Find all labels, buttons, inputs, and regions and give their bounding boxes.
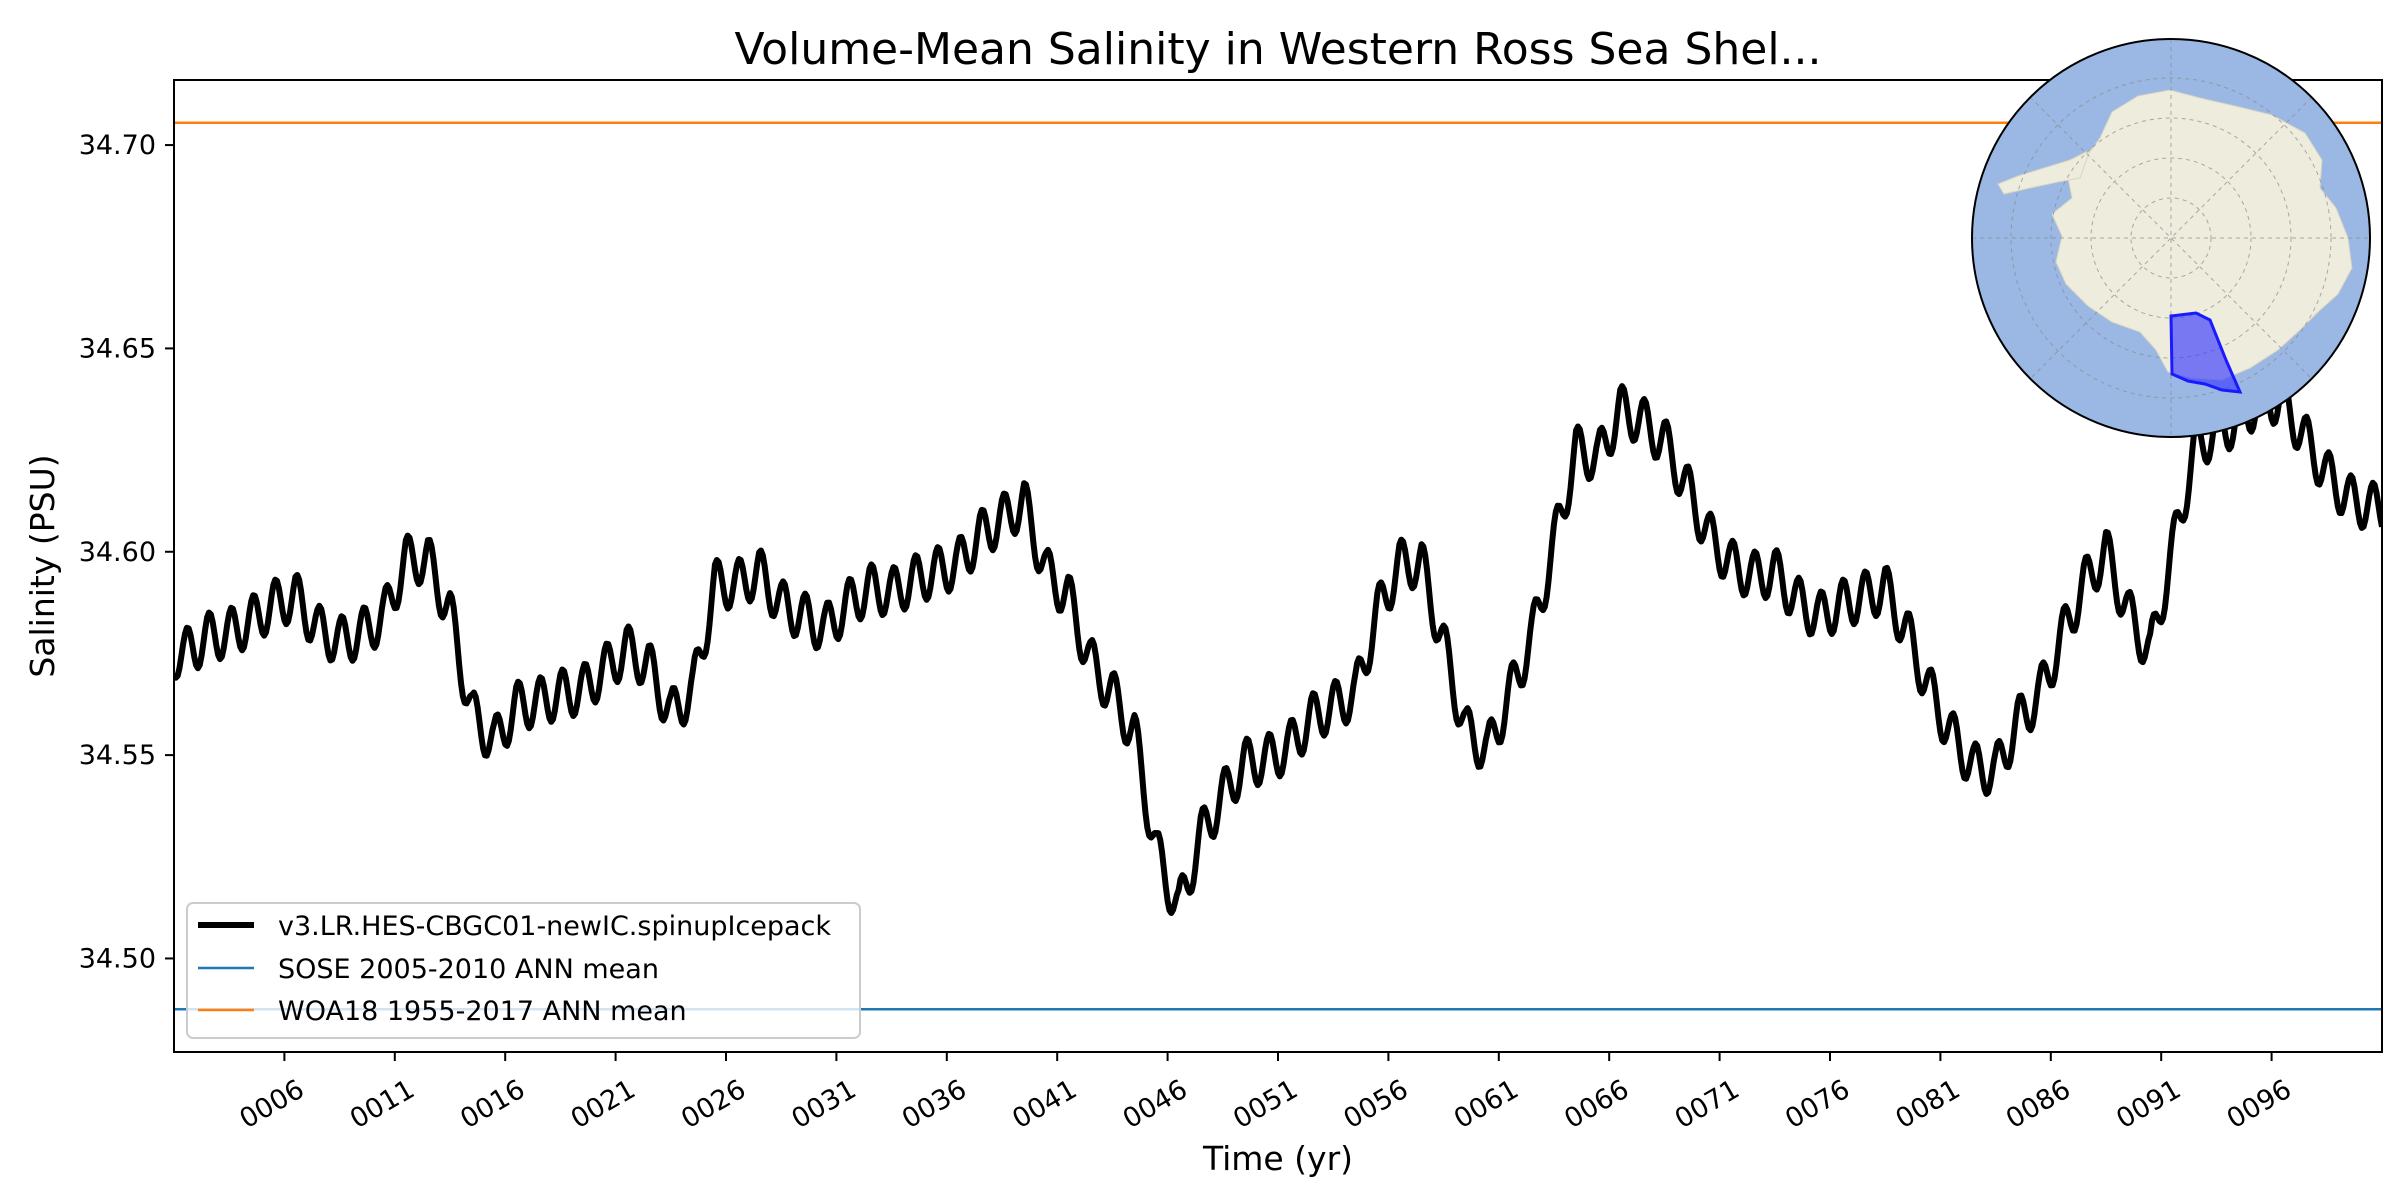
chart-title: Volume-Mean Salinity in Western Ross Sea… <box>734 24 1821 75</box>
x-tick-label: 0061 <box>1449 1074 1524 1135</box>
x-tick-label: 0056 <box>1338 1074 1413 1135</box>
y-tick-label: 34.50 <box>79 943 156 974</box>
salinity-series-line <box>174 370 2382 916</box>
x-axis-label: Time (yr) <box>1202 1139 1353 1178</box>
x-tick-label: 0041 <box>1007 1074 1082 1135</box>
legend-label-sose: SOSE 2005-2010 ANN mean <box>278 954 659 985</box>
y-tick-label: 34.70 <box>79 130 156 161</box>
legend-box <box>186 902 861 1039</box>
x-tick-label: 0016 <box>455 1074 530 1135</box>
x-tick-label: 0066 <box>1559 1074 1634 1135</box>
inset-region-map <box>1971 38 2371 438</box>
y-tick-label: 34.55 <box>79 740 156 771</box>
x-tick-label: 0011 <box>345 1074 420 1135</box>
x-tick-label: 0021 <box>566 1074 641 1135</box>
x-tick-label: 0046 <box>1118 1074 1193 1135</box>
y-axis: 34.50 34.55 34.60 34.65 34.70 <box>79 130 174 974</box>
x-tick-label: 0086 <box>2001 1074 2076 1135</box>
x-tick-label: 0096 <box>2222 1074 2297 1135</box>
x-tick-label: 0006 <box>234 1074 309 1135</box>
x-tick-label: 0026 <box>676 1074 751 1135</box>
x-tick-label: 0071 <box>1670 1074 1745 1135</box>
x-tick-label: 0036 <box>897 1074 972 1135</box>
x-tick-label: 0051 <box>1228 1074 1303 1135</box>
x-tick-label: 0076 <box>1780 1074 1855 1135</box>
y-axis-label: Salinity (PSU) <box>23 454 62 677</box>
map-border <box>1971 38 2371 438</box>
y-tick-label: 34.65 <box>79 333 156 364</box>
x-tick-label: 0031 <box>786 1074 861 1135</box>
x-tick-label: 0091 <box>2111 1074 2186 1135</box>
y-tick-label: 34.60 <box>79 537 156 568</box>
x-tick-label: 0081 <box>1890 1074 1965 1135</box>
region-polygon <box>2169 311 2243 394</box>
legend: v3.LR.HES-CBGC01-newIC.spinupIcepack SOS… <box>186 902 861 1039</box>
legend-label-woa: WOA18 1955-2017 ANN mean <box>278 996 687 1027</box>
antarctic-peninsula <box>1997 148 2091 195</box>
antarctica-landmass <box>2051 89 2353 381</box>
map-graticule <box>1972 39 2370 437</box>
x-axis: 0006 0011 0016 0021 0026 0031 0036 0041 0046 0051… <box>234 1052 2297 1135</box>
legend-label-model: v3.LR.HES-CBGC01-newIC.spinupIcepack <box>278 911 831 942</box>
